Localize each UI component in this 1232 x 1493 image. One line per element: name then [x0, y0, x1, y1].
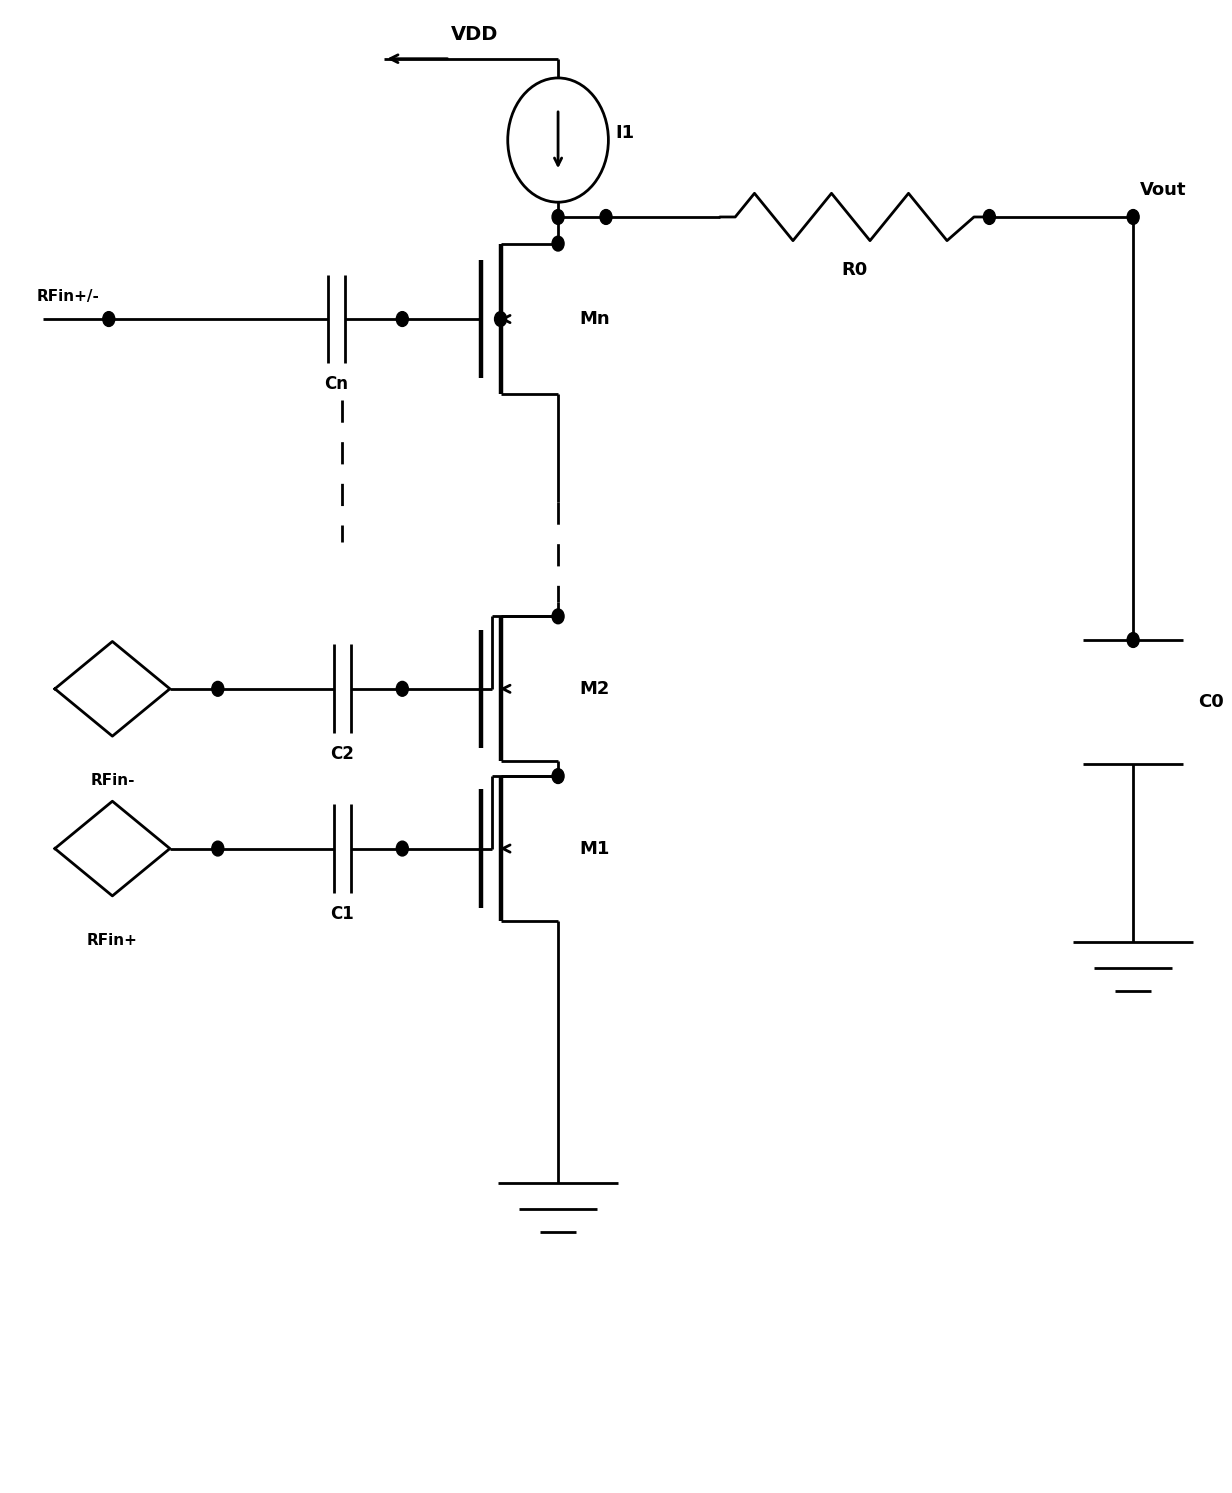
Circle shape	[1127, 633, 1140, 648]
Text: M2: M2	[579, 679, 610, 697]
Text: RFin-: RFin-	[90, 773, 134, 788]
Text: Vout: Vout	[1141, 181, 1186, 199]
Circle shape	[212, 841, 224, 855]
Text: Mn: Mn	[579, 311, 610, 328]
Circle shape	[494, 312, 506, 327]
Circle shape	[552, 769, 564, 784]
Text: RFin+: RFin+	[87, 933, 138, 948]
Text: VDD: VDD	[451, 25, 498, 43]
Text: I1: I1	[616, 124, 634, 142]
Text: RFin+/-: RFin+/-	[37, 290, 100, 305]
Text: Cn: Cn	[324, 375, 349, 393]
Text: C0: C0	[1198, 693, 1223, 711]
Circle shape	[552, 609, 564, 624]
Circle shape	[983, 209, 995, 224]
Text: C2: C2	[330, 745, 355, 763]
Circle shape	[1127, 209, 1140, 224]
Circle shape	[102, 312, 115, 327]
Circle shape	[552, 236, 564, 251]
Circle shape	[397, 681, 408, 696]
Circle shape	[600, 209, 612, 224]
Circle shape	[552, 209, 564, 224]
Text: M1: M1	[579, 839, 610, 857]
Text: C1: C1	[330, 905, 355, 923]
Circle shape	[397, 841, 408, 855]
Circle shape	[212, 681, 224, 696]
Text: R0: R0	[841, 261, 867, 279]
Circle shape	[397, 312, 408, 327]
